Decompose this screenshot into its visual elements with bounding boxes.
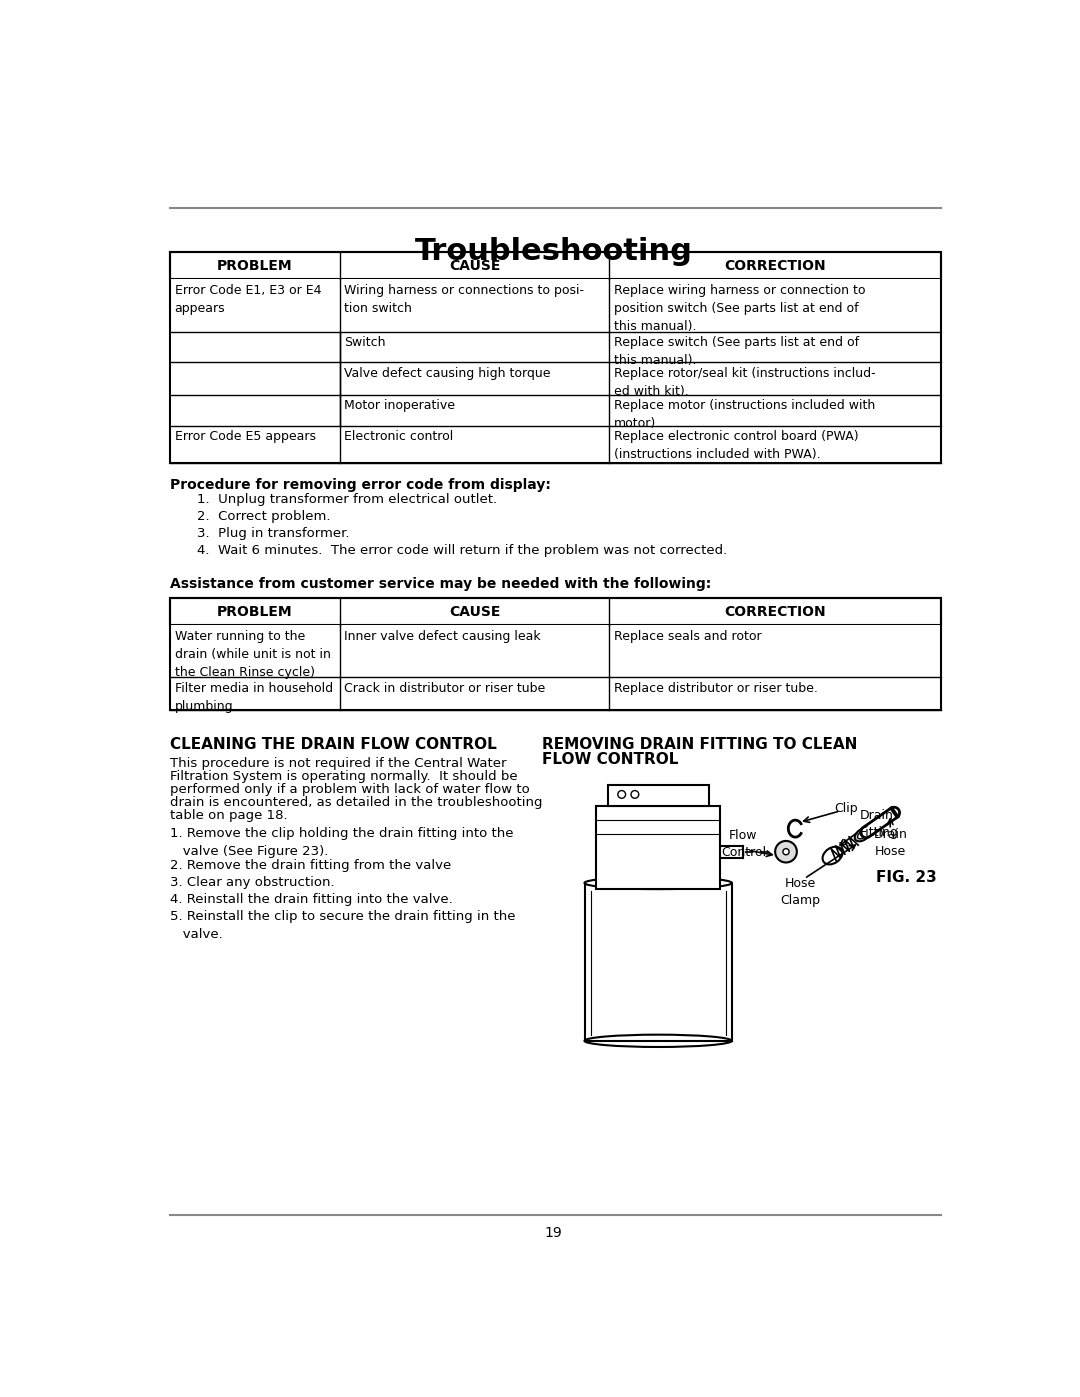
Bar — [171, 395, 339, 426]
Text: Valve defect causing high torque: Valve defect causing high torque — [345, 367, 551, 380]
Text: CORRECTION: CORRECTION — [725, 605, 826, 619]
Circle shape — [775, 841, 797, 862]
Text: Hose
Clamp: Hose Clamp — [781, 877, 821, 907]
Text: 19: 19 — [544, 1227, 563, 1241]
Text: performed only if a problem with lack of water flow to: performed only if a problem with lack of… — [170, 782, 529, 796]
Text: Water running to the
drain (while unit is not in
the Clean Rinse cycle): Water running to the drain (while unit i… — [175, 630, 330, 679]
Bar — [170, 598, 941, 624]
Ellipse shape — [858, 831, 867, 838]
Text: Error Code E5 appears: Error Code E5 appears — [175, 430, 315, 443]
Bar — [170, 395, 941, 426]
Text: Replace distributor or riser tube.: Replace distributor or riser tube. — [615, 682, 818, 694]
Text: Error Code E1, E3 or E4
appears: Error Code E1, E3 or E4 appears — [175, 284, 321, 314]
Text: Motor inoperative: Motor inoperative — [345, 400, 455, 412]
Text: Assistance from customer service may be needed with the following:: Assistance from customer service may be … — [170, 577, 711, 591]
Text: Filtration System is operating normally.  It should be: Filtration System is operating normally.… — [170, 770, 517, 782]
Text: FLOW CONTROL: FLOW CONTROL — [542, 752, 678, 767]
Ellipse shape — [854, 828, 870, 841]
Text: Inner valve defect causing leak: Inner valve defect causing leak — [345, 630, 541, 643]
Text: Clip: Clip — [834, 802, 858, 814]
Text: 2. Remove the drain fitting from the valve: 2. Remove the drain fitting from the val… — [170, 859, 451, 872]
Text: 4. Reinstall the drain fitting into the valve.: 4. Reinstall the drain fitting into the … — [170, 893, 453, 907]
Text: CAUSE: CAUSE — [449, 258, 500, 272]
Ellipse shape — [584, 877, 732, 888]
Text: CAUSE: CAUSE — [449, 605, 500, 619]
Text: CORRECTION: CORRECTION — [725, 258, 826, 272]
Text: PROBLEM: PROBLEM — [217, 258, 293, 272]
Text: Replace switch (See parts list at end of
this manual).: Replace switch (See parts list at end of… — [615, 337, 860, 367]
Text: Replace seals and rotor: Replace seals and rotor — [615, 630, 761, 643]
Text: Flow
Control: Flow Control — [720, 828, 766, 859]
Text: This procedure is not required if the Central Water: This procedure is not required if the Ce… — [170, 757, 507, 770]
Ellipse shape — [823, 847, 842, 865]
Text: PROBLEM: PROBLEM — [217, 605, 293, 619]
Bar — [170, 253, 941, 279]
Text: Electronic control: Electronic control — [345, 430, 454, 443]
Text: Drain
Hose: Drain Hose — [874, 828, 907, 858]
Text: Procedure for removing error code from display:: Procedure for removing error code from d… — [170, 478, 551, 492]
Text: 3.  Plug in transformer.: 3. Plug in transformer. — [197, 527, 350, 541]
Text: table on page 18.: table on page 18. — [170, 809, 287, 821]
Bar — [170, 678, 941, 710]
Bar — [608, 785, 708, 806]
Text: 5. Reinstall the clip to secure the drain fitting in the
   valve.: 5. Reinstall the clip to secure the drai… — [170, 909, 515, 942]
Text: 4.  Wait 6 minutes.  The error code will return if the problem was not corrected: 4. Wait 6 minutes. The error code will r… — [197, 545, 727, 557]
Bar — [170, 624, 941, 678]
Text: Replace electronic control board (PWA)
(instructions included with PWA).: Replace electronic control board (PWA) (… — [615, 430, 859, 461]
Bar — [170, 253, 941, 462]
Text: Drain
Fitting: Drain Fitting — [860, 809, 899, 840]
Text: 1.  Unplug transformer from electrical outlet.: 1. Unplug transformer from electrical ou… — [197, 493, 497, 506]
Bar — [170, 598, 941, 710]
Text: 1. Remove the clip holding the drain fitting into the
   valve (See Figure 23).: 1. Remove the clip holding the drain fit… — [170, 827, 513, 858]
Bar — [596, 806, 720, 888]
Text: 3. Clear any obstruction.: 3. Clear any obstruction. — [170, 876, 335, 888]
Text: Replace motor (instructions included with
motor): Replace motor (instructions included wit… — [615, 400, 875, 430]
Bar — [170, 362, 941, 395]
Text: REMOVING DRAIN FITTING TO CLEAN: REMOVING DRAIN FITTING TO CLEAN — [542, 736, 858, 752]
Text: CLEANING THE DRAIN FLOW CONTROL: CLEANING THE DRAIN FLOW CONTROL — [170, 736, 497, 752]
Text: drain is encountered, as detailed in the troubleshooting: drain is encountered, as detailed in the… — [170, 796, 542, 809]
Bar — [170, 331, 941, 362]
Text: Wiring harness or connections to posi-
tion switch: Wiring harness or connections to posi- t… — [345, 284, 584, 314]
Text: Replace wiring harness or connection to
position switch (See parts list at end o: Replace wiring harness or connection to … — [615, 284, 865, 332]
Bar — [170, 279, 941, 331]
Bar — [170, 426, 941, 462]
Text: Troubleshooting: Troubleshooting — [415, 237, 692, 265]
Bar — [171, 332, 339, 362]
Text: Replace rotor/seal kit (instructions includ-
ed with kit).: Replace rotor/seal kit (instructions inc… — [615, 367, 876, 398]
Circle shape — [783, 848, 789, 855]
Text: 2.  Correct problem.: 2. Correct problem. — [197, 510, 330, 524]
Text: Filter media in household
plumbing: Filter media in household plumbing — [175, 682, 333, 712]
Bar — [171, 363, 339, 395]
Text: Crack in distributor or riser tube: Crack in distributor or riser tube — [345, 682, 545, 694]
Text: FIG. 23: FIG. 23 — [876, 870, 937, 886]
Text: Switch: Switch — [345, 337, 386, 349]
